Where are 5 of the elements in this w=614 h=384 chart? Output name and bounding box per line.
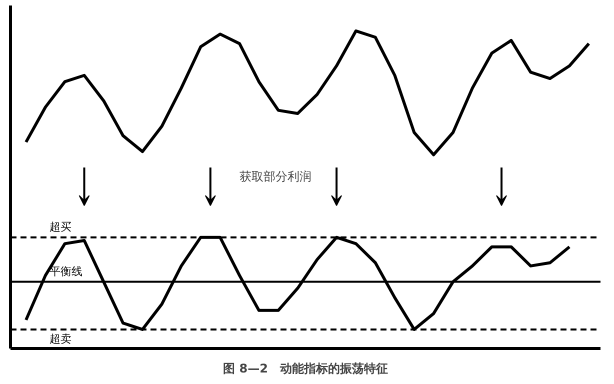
annotation: 获取部分利润	[240, 169, 312, 184]
text: 图 8—2 动能指标的振荡特征	[223, 362, 388, 376]
ref-line-label: 超买	[49, 220, 72, 234]
ref-line-label: 平衡线	[49, 264, 82, 278]
ref-line-label: 超卖	[49, 332, 72, 346]
